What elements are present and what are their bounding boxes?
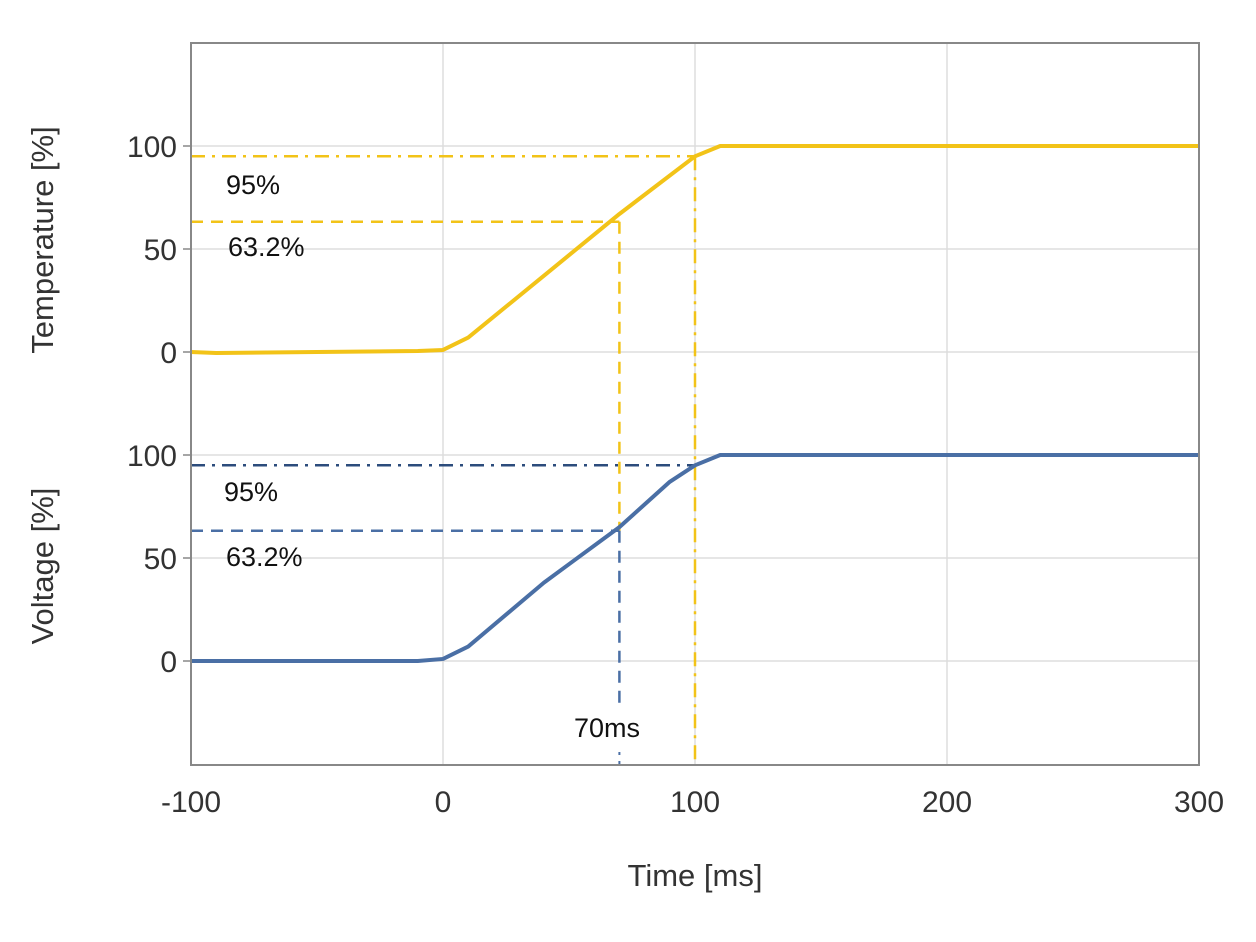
x-tick-label: 0 [435,786,452,819]
y-axis-title-voltage: Voltage [%] [25,488,60,645]
x-tick-labels: -100 0 100 200 300 [161,786,1224,819]
x-tick-label: 200 [922,786,972,819]
y-tick-label: 100 [127,131,177,164]
time-constant-label: 70ms [574,713,640,743]
voltage-series-line [191,453,1199,663]
x-tick-label: 100 [670,786,720,819]
x-tick-label: 300 [1174,786,1224,819]
y-tick-label: 0 [160,646,177,679]
reference-lines [191,155,697,765]
y-tick-label: 50 [144,234,177,267]
y-tick-label: 0 [160,337,177,370]
temperature-series-line [190,144,1199,356]
y-axis-title-temperature: Temperature [%] [25,126,60,353]
temp-63-label: 63.2% [228,232,305,262]
y-tick-label: 50 [144,543,177,576]
volt-95-label: 95% [224,477,278,507]
x-tick-label: -100 [161,786,221,819]
y-tick-label: 100 [127,440,177,473]
plot-frame [190,42,1200,766]
x-axis-title: Time [ms] [628,858,763,893]
y-tick-labels: 0 50 100 0 50 100 [127,131,177,679]
volt-63-label: 63.2% [226,542,303,572]
grid [183,43,1200,765]
temp-95-label: 95% [226,170,280,200]
series [190,144,1199,663]
